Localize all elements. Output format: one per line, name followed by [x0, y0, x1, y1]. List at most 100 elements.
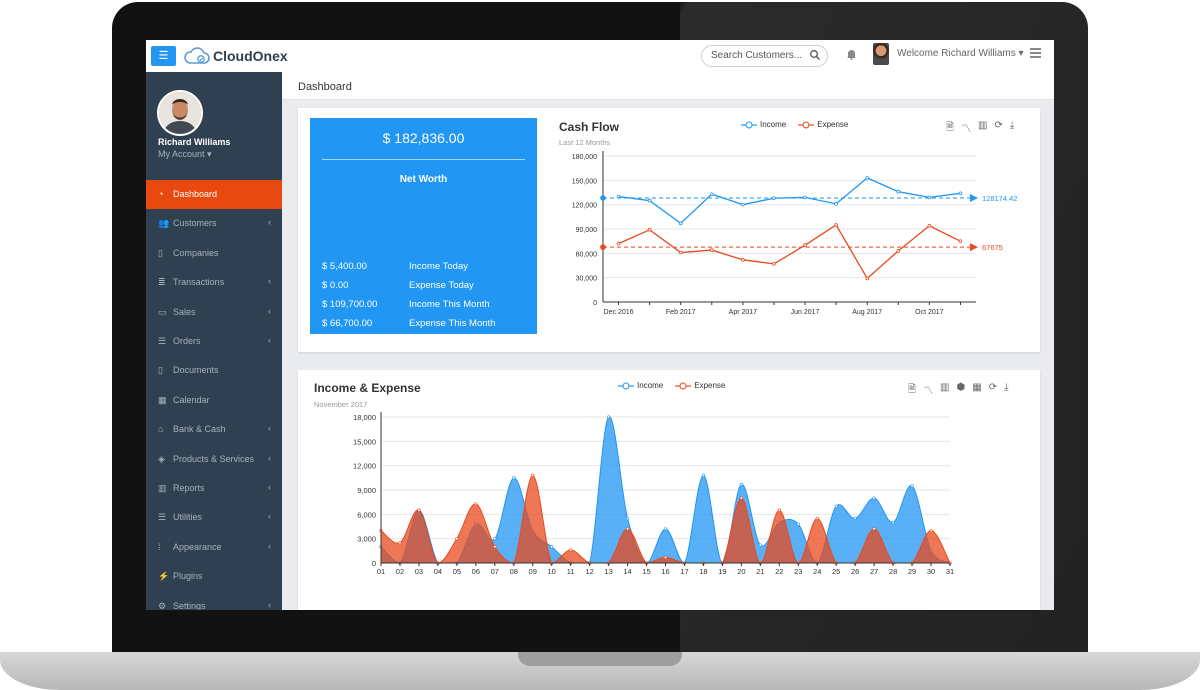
sidebar-item-calendar[interactable]: ▦ Calendar: [146, 386, 282, 415]
sidebar-item-utilities[interactable]: ☰ Utilities ‹: [146, 503, 282, 532]
bar-chart-icon: ▥: [158, 483, 167, 493]
expense-today-label: Expense Today: [409, 280, 474, 291]
income-point: [896, 189, 901, 194]
income-point: [834, 202, 838, 206]
refresh-icon[interactable]: ⟳: [988, 382, 998, 393]
expense-point: [803, 243, 807, 248]
bar-chart-icon[interactable]: ▥: [978, 120, 988, 131]
database-icon: ≣: [158, 277, 166, 288]
cashflow-panel: $ 182,836.00 Net Worth $ 5,400.00 Income …: [298, 108, 1040, 352]
sidebar-item-sales[interactable]: ▭ Sales ‹: [146, 298, 282, 327]
users-icon: 👥: [158, 218, 170, 229]
net-worth-label: Net Worth: [399, 174, 448, 185]
expense-point: [834, 223, 838, 227]
sidebar-item-products-services[interactable]: ◈ Products & Services ‹: [146, 445, 282, 474]
x-tick-label: 10: [548, 567, 556, 576]
net-worth-divider: [322, 159, 525, 160]
income-expense-chart: 0 3,000 6,000 9,000 12,000 15,000 18,000 01 02 03…: [353, 412, 954, 576]
sidebar-item-documents[interactable]: ▯ Documents: [146, 356, 282, 385]
chevron-left-icon: ‹: [268, 217, 271, 228]
sidebar-item-companies[interactable]: ▯ Companies: [146, 239, 282, 268]
expense-point: [929, 528, 933, 533]
line-chart-icon[interactable]: 〽: [961, 124, 972, 135]
download-icon[interactable]: ⤓: [1004, 382, 1009, 393]
x-tick-label: 16: [661, 567, 669, 576]
tiles-icon[interactable]: ▦: [972, 382, 982, 393]
refresh-icon[interactable]: ⟳: [994, 120, 1003, 131]
user-avatar-small[interactable]: [873, 43, 889, 65]
expense-point: [777, 508, 781, 512]
legend-income-label[interactable]: Income: [637, 381, 664, 390]
sidebar-item-appearance[interactable]: ⁞ Appearance ‹: [146, 533, 282, 562]
expense-point: [455, 537, 459, 541]
y-tick-label: 180,000: [572, 154, 597, 161]
expense-today-value: $ 0.00: [322, 280, 349, 291]
file-icon[interactable]: 🗎: [946, 122, 955, 133]
sidebar-item-label: Calendar: [173, 394, 210, 405]
page-header: Dashboard: [282, 72, 1054, 100]
line-chart-icon[interactable]: 〽: [923, 386, 934, 397]
file-icon[interactable]: 🗎: [908, 384, 917, 395]
bell-icon[interactable]: [846, 48, 857, 60]
profile-avatar[interactable]: [157, 90, 203, 136]
bar-chart-icon[interactable]: ▥: [940, 382, 950, 393]
x-tick-label: 08: [510, 567, 518, 576]
download-icon[interactable]: ⤓: [1009, 120, 1015, 131]
income-point: [678, 221, 683, 226]
x-tick-label: 26: [851, 567, 859, 576]
plug-icon: ⚡: [158, 571, 170, 582]
sidebar-item-label: Companies: [173, 247, 219, 258]
sidebar-item-orders[interactable]: ☰ Orders ‹: [146, 327, 282, 356]
list-menu-icon[interactable]: [1030, 48, 1041, 58]
y-tick-label: 150,000: [572, 178, 597, 185]
x-tick-label: 21: [756, 567, 764, 576]
income-today-label: Income Today: [409, 261, 468, 272]
sidebar-item-label: Documents: [173, 365, 219, 376]
welcome-user-dropdown[interactable]: Welcome Richard Williams ▾: [897, 48, 1024, 59]
sidebar-item-bank-cash[interactable]: ⌂ Bank & Cash ‹: [146, 415, 282, 444]
sidebar-item-label: Transactions: [173, 277, 225, 288]
sidebar-item-transactions[interactable]: ≣ Transactions ‹: [146, 268, 282, 297]
sidebar-item-label: Reports: [173, 483, 205, 493]
sidebar-item-settings[interactable]: ⚙ Settings ‹: [146, 592, 282, 610]
expense-point: [398, 541, 402, 545]
y-tick-label: 0: [372, 559, 376, 568]
income-point: [927, 195, 932, 200]
x-tick-label: 29: [908, 567, 916, 576]
x-tick-label: 15: [642, 567, 650, 576]
sidebar-item-plugins[interactable]: ⚡ Plugins: [146, 562, 282, 591]
file-icon: ▯: [158, 365, 163, 376]
x-tick-label: 18: [699, 567, 707, 576]
x-tick-label: 06: [472, 567, 480, 576]
sidebar-item-customers[interactable]: 👥 Customers ‹: [146, 209, 282, 238]
income-point: [625, 516, 630, 520]
income-point: [891, 520, 895, 525]
expense-today-row: $ 0.00 Expense Today: [322, 280, 532, 294]
x-tick-label: 11: [567, 567, 575, 576]
sidebar-item-reports[interactable]: ▥ Reports ‹: [146, 474, 282, 503]
expense-point: [531, 473, 535, 477]
income-point: [865, 176, 870, 180]
income-point: [758, 543, 762, 547]
legend-income-label[interactable]: Income: [760, 120, 787, 129]
income-point: [647, 198, 652, 203]
income-point: [772, 196, 776, 200]
x-tick-label: 17: [680, 567, 688, 576]
legend-income-marker: [618, 382, 634, 389]
income-point: [616, 194, 621, 199]
menu-toggle-button[interactable]: ☰: [151, 46, 176, 66]
my-account-dropdown[interactable]: My Account ▾: [158, 149, 212, 159]
x-tick-label: Dec 2016: [604, 309, 634, 316]
legend-expense-label[interactable]: Expense: [694, 381, 726, 390]
legend-expense-label[interactable]: Expense: [817, 120, 849, 129]
hamburger-icon: ☰: [158, 50, 169, 62]
y-tick-label: 15,000: [353, 437, 376, 446]
y-tick-label: 90,000: [576, 227, 598, 234]
x-tick-label: 07: [491, 567, 499, 576]
stack-icon[interactable]: ⬢: [956, 382, 966, 393]
x-tick-label: Apr 2017: [729, 309, 758, 316]
net-worth-card: $ 182,836.00 Net Worth $ 5,400.00 Income …: [310, 118, 537, 334]
search-customers-input[interactable]: Search Customers...: [701, 45, 828, 67]
app-logo[interactable]: CloudOnex: [184, 46, 288, 66]
sidebar-item-dashboard[interactable]: ◔ Dashboard: [146, 180, 282, 209]
